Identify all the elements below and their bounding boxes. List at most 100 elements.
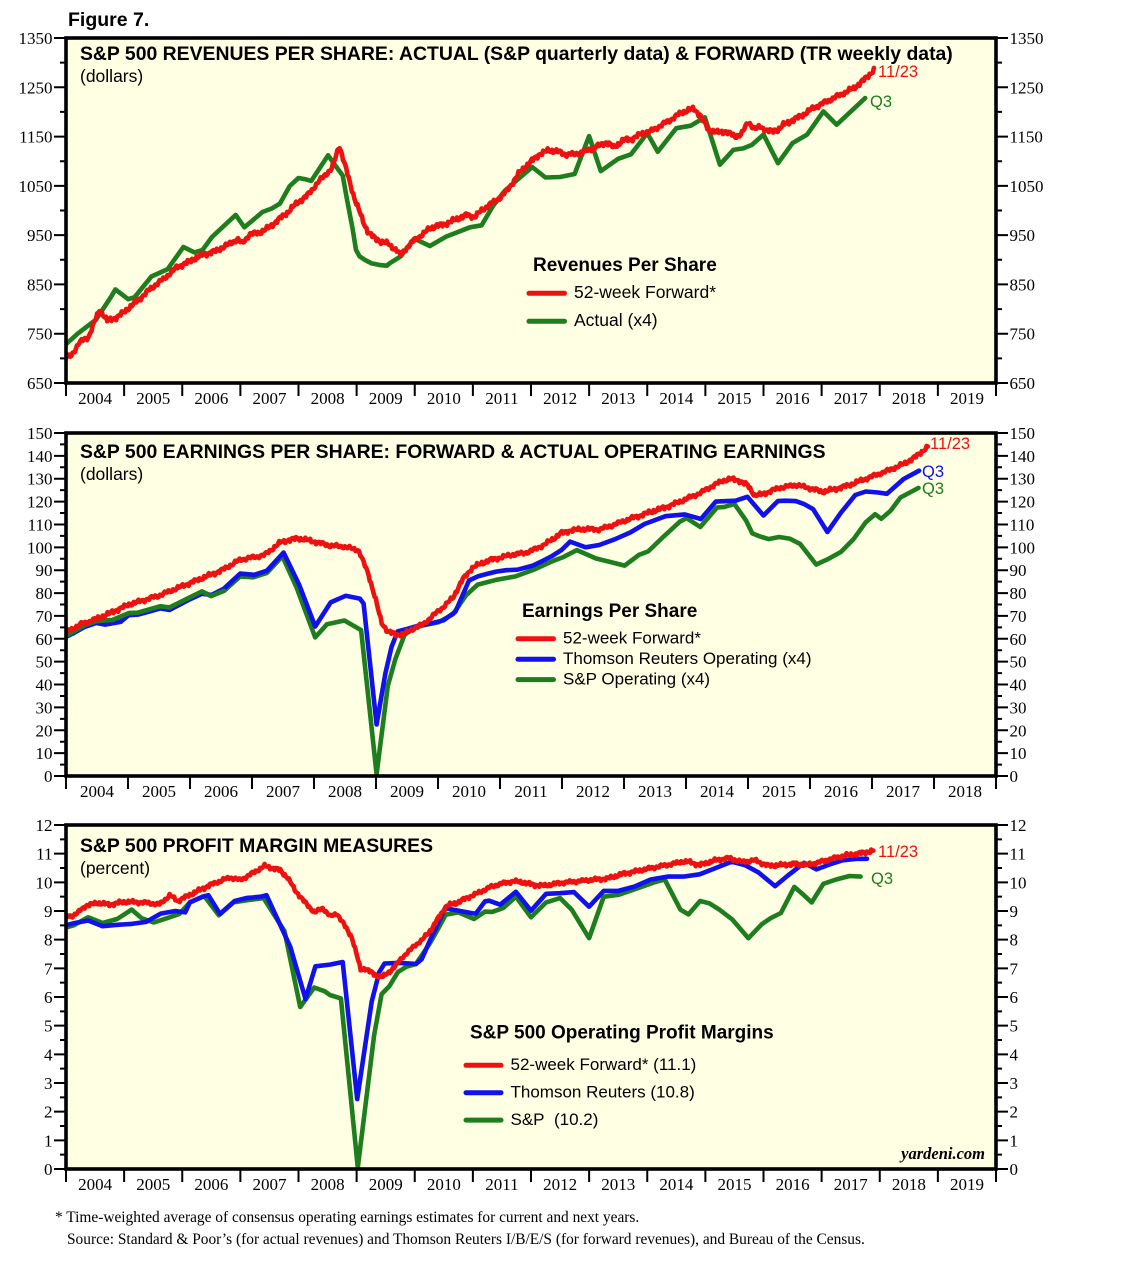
- svg-text:2016: 2016: [776, 1175, 810, 1194]
- svg-text:1350: 1350: [19, 29, 53, 48]
- svg-text:2014: 2014: [659, 1175, 694, 1194]
- svg-text:8: 8: [44, 931, 53, 950]
- svg-text:S&P Operating (x4): S&P Operating (x4): [563, 669, 710, 688]
- svg-text:2010: 2010: [427, 389, 461, 408]
- svg-text:2019: 2019: [950, 389, 984, 408]
- svg-text:2017: 2017: [834, 1175, 869, 1194]
- svg-text:650: 650: [1010, 374, 1036, 393]
- svg-text:40: 40: [1010, 676, 1027, 695]
- svg-text:3: 3: [1010, 1074, 1019, 1093]
- svg-text:2008: 2008: [311, 1175, 345, 1194]
- svg-text:50: 50: [1010, 653, 1027, 672]
- svg-text:S&P 500 Operating Profit Margi: S&P 500 Operating Profit Margins: [470, 1023, 774, 1044]
- svg-text:100: 100: [1010, 538, 1036, 557]
- svg-text:70: 70: [36, 607, 53, 626]
- svg-text:150: 150: [1010, 424, 1036, 443]
- svg-text:2: 2: [1010, 1103, 1019, 1122]
- svg-text:52-week Forward*: 52-week Forward*: [563, 629, 701, 648]
- svg-text:2009: 2009: [369, 389, 403, 408]
- svg-text:2007: 2007: [252, 1175, 287, 1194]
- svg-text:5: 5: [1010, 1017, 1019, 1036]
- svg-text:2013: 2013: [601, 1175, 635, 1194]
- svg-text:2004: 2004: [78, 389, 113, 408]
- svg-text:11/23: 11/23: [878, 63, 918, 81]
- svg-text:12: 12: [1010, 816, 1027, 835]
- svg-text:130: 130: [27, 470, 53, 489]
- svg-text:12: 12: [36, 816, 53, 835]
- svg-text:2018: 2018: [892, 1175, 926, 1194]
- svg-text:0: 0: [1010, 1160, 1019, 1179]
- svg-text:120: 120: [27, 493, 53, 512]
- svg-text:2005: 2005: [136, 389, 170, 408]
- svg-text:10: 10: [1010, 873, 1027, 892]
- svg-text:2018: 2018: [892, 389, 926, 408]
- svg-text:52-week Forward* (11.1): 52-week Forward* (11.1): [511, 1055, 697, 1074]
- svg-text:950: 950: [1010, 226, 1036, 245]
- svg-text:5: 5: [44, 1017, 53, 1036]
- svg-text:11: 11: [36, 845, 52, 864]
- svg-text:60: 60: [1010, 630, 1027, 649]
- svg-text:90: 90: [36, 561, 53, 580]
- svg-text:Thomson Reuters Operating (x4): Thomson Reuters Operating (x4): [563, 649, 812, 668]
- svg-text:S&P 500 EARNINGS PER SHARE: FO: S&P 500 EARNINGS PER SHARE: FORWARD & AC…: [80, 441, 826, 463]
- svg-text:2018: 2018: [948, 782, 982, 801]
- svg-text:(percent): (percent): [80, 858, 150, 878]
- svg-text:100: 100: [27, 538, 53, 557]
- svg-text:110: 110: [1010, 515, 1035, 534]
- svg-text:30: 30: [1010, 698, 1027, 717]
- svg-text:* Time-weighted average of con: * Time-weighted average of consensus ope…: [55, 1209, 639, 1226]
- svg-text:Q3: Q3: [922, 463, 944, 481]
- svg-text:90: 90: [1010, 561, 1027, 580]
- svg-text:80: 80: [36, 584, 53, 603]
- svg-text:10: 10: [36, 744, 53, 763]
- svg-text:Q3: Q3: [922, 480, 944, 498]
- svg-text:Source: Standard & Poor’s (for: Source: Standard & Poor’s (for actual re…: [67, 1231, 865, 1248]
- svg-text:2017: 2017: [834, 389, 869, 408]
- svg-text:2005: 2005: [142, 782, 176, 801]
- svg-text:11/23: 11/23: [930, 435, 970, 453]
- svg-text:2006: 2006: [204, 782, 238, 801]
- svg-text:2008: 2008: [311, 389, 345, 408]
- svg-text:2015: 2015: [717, 1175, 751, 1194]
- svg-text:7: 7: [44, 959, 53, 978]
- svg-text:4: 4: [1010, 1045, 1019, 1064]
- svg-text:850: 850: [27, 275, 53, 294]
- svg-text:750: 750: [1010, 325, 1036, 344]
- svg-text:9: 9: [1010, 902, 1019, 921]
- svg-text:120: 120: [1010, 493, 1036, 512]
- svg-text:150: 150: [27, 424, 53, 443]
- svg-text:750: 750: [27, 325, 53, 344]
- svg-text:2014: 2014: [700, 782, 735, 801]
- svg-text:1250: 1250: [19, 78, 53, 97]
- svg-text:10: 10: [1010, 744, 1027, 763]
- svg-text:1250: 1250: [1010, 78, 1044, 97]
- svg-text:yardeni.com: yardeni.com: [899, 1144, 985, 1163]
- svg-text:2012: 2012: [543, 1175, 577, 1194]
- svg-text:Thomson Reuters (10.8): Thomson Reuters (10.8): [511, 1082, 695, 1101]
- svg-text:11/23: 11/23: [878, 843, 918, 861]
- svg-text:2011: 2011: [485, 389, 518, 408]
- svg-text:2006: 2006: [194, 1175, 228, 1194]
- svg-text:2013: 2013: [601, 389, 635, 408]
- svg-text:60: 60: [36, 630, 53, 649]
- svg-text:2012: 2012: [543, 389, 577, 408]
- svg-text:(dollars): (dollars): [80, 464, 143, 484]
- svg-text:S&P (10.2): S&P (10.2): [511, 1110, 599, 1129]
- svg-text:1050: 1050: [19, 177, 53, 196]
- svg-text:6: 6: [44, 988, 53, 1007]
- svg-text:2011: 2011: [514, 782, 547, 801]
- svg-text:10: 10: [36, 873, 53, 892]
- svg-text:850: 850: [1010, 275, 1036, 294]
- svg-text:S&P 500 PROFIT MARGIN MEASURES: S&P 500 PROFIT MARGIN MEASURES: [80, 835, 433, 857]
- svg-text:2011: 2011: [485, 1175, 518, 1194]
- svg-text:Q3: Q3: [871, 870, 893, 888]
- svg-text:2013: 2013: [638, 782, 672, 801]
- svg-text:11: 11: [1010, 845, 1026, 864]
- svg-text:2015: 2015: [717, 389, 751, 408]
- svg-text:S&P 500 REVENUES PER SHARE: AC: S&P 500 REVENUES PER SHARE: ACTUAL (S&P …: [80, 43, 953, 65]
- svg-text:52-week Forward*: 52-week Forward*: [574, 282, 716, 302]
- svg-text:50: 50: [36, 653, 53, 672]
- svg-text:650: 650: [27, 374, 53, 393]
- svg-text:140: 140: [1010, 447, 1036, 466]
- svg-text:2019: 2019: [950, 1175, 984, 1194]
